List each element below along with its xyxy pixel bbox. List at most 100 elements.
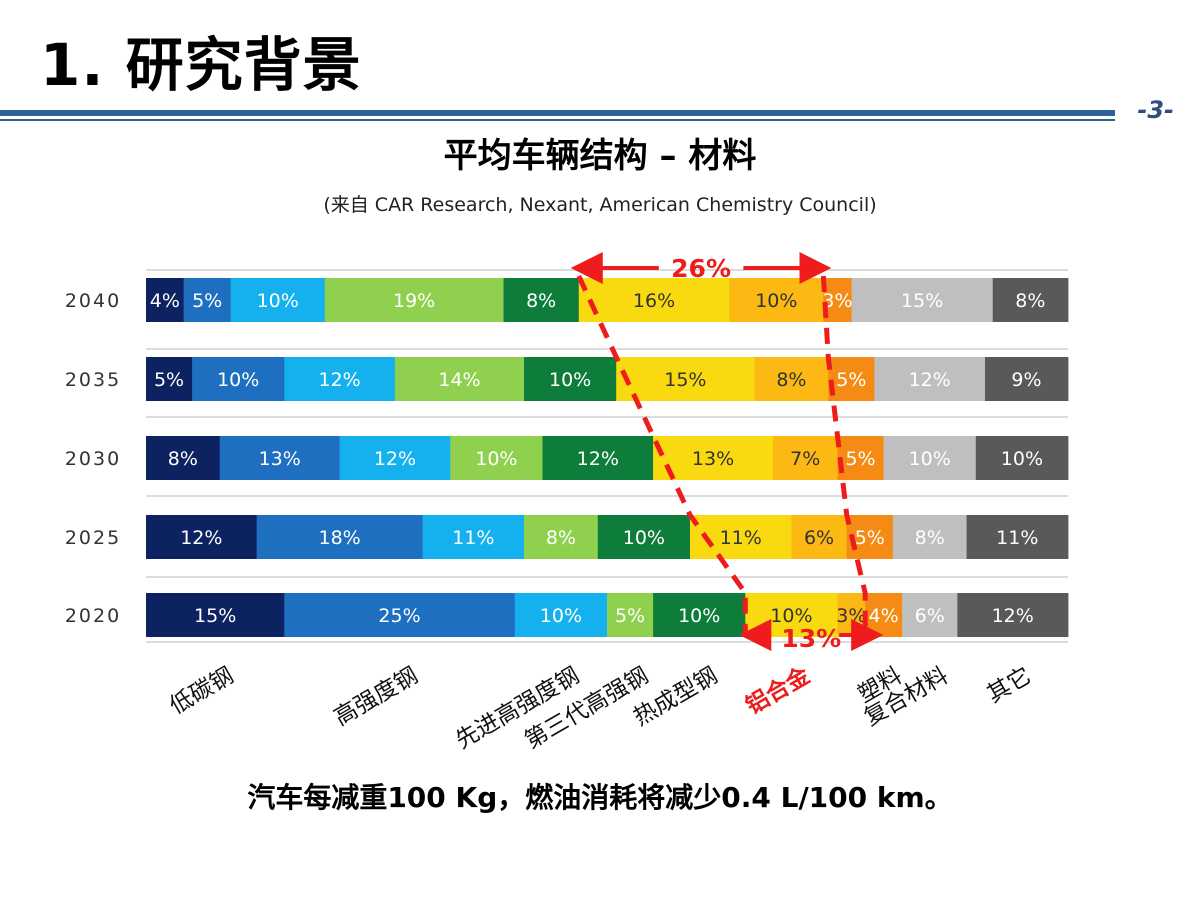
data-label: 16% xyxy=(633,290,675,312)
bar-segment xyxy=(992,278,1069,322)
highlight-dashed-line xyxy=(820,275,868,637)
bar-segment xyxy=(828,357,875,401)
bar-segment xyxy=(256,515,423,559)
data-label: 15% xyxy=(194,605,236,627)
data-label: 12% xyxy=(992,605,1034,627)
bar-segment xyxy=(729,278,824,322)
bar-segment xyxy=(578,278,730,322)
bar-segment xyxy=(754,357,829,401)
data-label: 10% xyxy=(549,369,591,391)
tick-label: 2020 xyxy=(65,605,121,627)
legend-label: 高强度钢 xyxy=(330,663,423,732)
data-label: 11% xyxy=(452,527,494,549)
bar-segment xyxy=(653,593,746,637)
data-label: 8% xyxy=(915,527,945,549)
data-label: 5% xyxy=(855,527,885,549)
bar-segment xyxy=(503,278,580,322)
bar-segment xyxy=(772,436,838,480)
annotation-label: 13% xyxy=(781,624,841,653)
tick-label: 2030 xyxy=(65,448,121,470)
bar-segment xyxy=(450,436,543,480)
data-label: 19% xyxy=(393,290,435,312)
data-label: 13% xyxy=(692,448,734,470)
bar-segment xyxy=(985,357,1069,401)
data-label: 12% xyxy=(909,369,951,391)
data-label: 10% xyxy=(257,290,299,312)
data-label: 5% xyxy=(154,369,184,391)
bar-segment xyxy=(791,515,848,559)
data-label: 14% xyxy=(438,369,480,391)
bar-segment xyxy=(653,436,774,480)
bar-segment xyxy=(874,357,986,401)
data-label: 12% xyxy=(374,448,416,470)
bar-segment xyxy=(975,436,1069,480)
data-label: 8% xyxy=(168,448,198,470)
data-label: 8% xyxy=(546,527,576,549)
bar-segment xyxy=(146,357,193,401)
bar-segment xyxy=(616,357,755,401)
data-label: 6% xyxy=(804,527,834,549)
data-label: 10% xyxy=(217,369,259,391)
bar-segment xyxy=(524,357,617,401)
bar-segment xyxy=(524,515,599,559)
data-label: 12% xyxy=(577,448,619,470)
chart-title: 平均车辆结构 – 材料 xyxy=(443,136,757,176)
bar-segment xyxy=(394,357,525,401)
title-rule xyxy=(0,110,1115,116)
tick-label: 2025 xyxy=(65,527,121,549)
bar-segment xyxy=(219,436,341,480)
data-label: 5% xyxy=(192,290,222,312)
legend-label: 铝合金 xyxy=(741,661,815,719)
data-label: 10% xyxy=(755,290,797,312)
bar-segment xyxy=(514,593,608,637)
bar-segment xyxy=(607,593,654,637)
data-label: 10% xyxy=(770,605,812,627)
data-label: 6% xyxy=(915,605,945,627)
data-label: 10% xyxy=(540,605,582,627)
slide-title: 1. 研究背景 xyxy=(40,31,362,99)
data-label: 5% xyxy=(845,448,875,470)
data-label: 8% xyxy=(1015,290,1045,312)
data-label: 25% xyxy=(378,605,420,627)
bar-segment xyxy=(339,436,451,480)
bar-segment xyxy=(542,436,654,480)
tick-label: 2035 xyxy=(65,369,121,391)
data-label: 3% xyxy=(822,290,852,312)
data-label: 10% xyxy=(475,448,517,470)
bar-segment xyxy=(422,515,525,559)
bar-segment xyxy=(892,515,967,559)
data-label: 9% xyxy=(1011,369,1041,391)
data-label: 7% xyxy=(790,448,820,470)
data-label: 18% xyxy=(319,527,361,549)
bar-segment xyxy=(192,357,285,401)
bar-segment xyxy=(883,436,977,480)
bar-segment xyxy=(146,278,185,322)
chart-subtitle: (来自 CAR Research, Nexant, American Chemi… xyxy=(323,194,877,216)
data-label: 8% xyxy=(526,290,556,312)
bar-segment xyxy=(146,515,258,559)
data-label: 10% xyxy=(623,527,665,549)
bar-segment xyxy=(837,436,884,480)
data-label: 10% xyxy=(678,605,720,627)
tick-label: 2040 xyxy=(65,290,121,312)
bar-segment xyxy=(966,515,1069,559)
footnote: 汽车每减重100 Kg，燃油消耗将减少0.4 L/100 km。 xyxy=(247,781,953,814)
legend-label: 低碳钢 xyxy=(165,663,238,720)
bar-segment xyxy=(957,593,1069,637)
bar-segment xyxy=(324,278,504,322)
bar-segment xyxy=(146,593,285,637)
legend-label: 其它 xyxy=(983,663,1036,709)
bar-segment xyxy=(284,593,516,637)
data-label: 10% xyxy=(1001,448,1043,470)
data-label: 12% xyxy=(180,527,222,549)
highlight-dashed-line xyxy=(576,274,748,637)
page-number: -3- xyxy=(1137,96,1174,124)
data-label: 15% xyxy=(664,369,706,391)
data-label: 15% xyxy=(901,290,943,312)
title-rule-thin xyxy=(0,119,1115,121)
data-label: 10% xyxy=(909,448,951,470)
data-label: 8% xyxy=(776,369,806,391)
bar-segment xyxy=(284,357,396,401)
data-label: 4% xyxy=(869,605,899,627)
